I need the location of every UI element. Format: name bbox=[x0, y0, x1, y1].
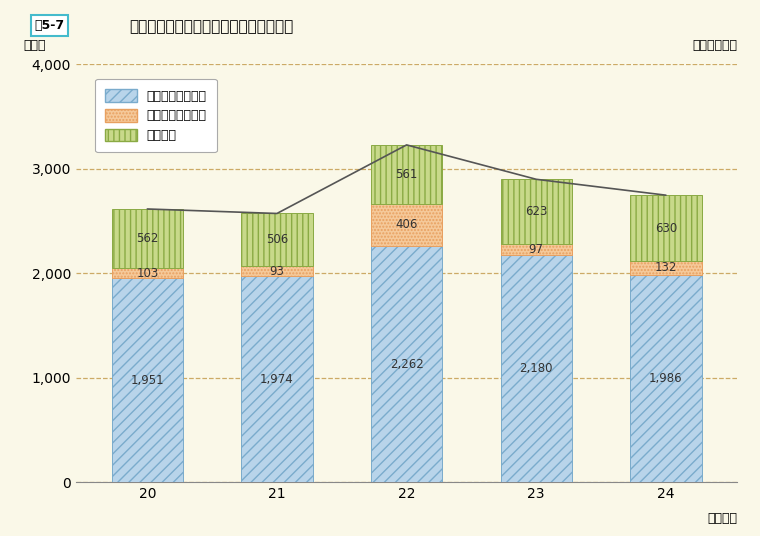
Text: 公務災害及び通勤災害の認定件数の推移: 公務災害及び通勤災害の認定件数の推移 bbox=[129, 19, 293, 34]
Text: 97: 97 bbox=[529, 243, 543, 256]
Text: 図5-7: 図5-7 bbox=[34, 19, 65, 32]
Bar bbox=[242, 266, 312, 276]
Text: 1,974: 1,974 bbox=[260, 373, 294, 386]
Text: 1,951: 1,951 bbox=[131, 374, 164, 387]
Bar bbox=[112, 209, 183, 267]
Bar bbox=[371, 145, 442, 204]
Bar bbox=[501, 255, 572, 482]
Text: 2,262: 2,262 bbox=[390, 358, 423, 371]
Text: 623: 623 bbox=[525, 205, 547, 218]
Text: 506: 506 bbox=[266, 233, 288, 247]
Text: 562: 562 bbox=[136, 232, 159, 245]
Bar bbox=[112, 267, 183, 279]
Text: 2,180: 2,180 bbox=[520, 362, 553, 375]
Bar bbox=[242, 213, 312, 266]
Text: 1,986: 1,986 bbox=[649, 372, 682, 385]
Text: （件）: （件） bbox=[23, 39, 46, 52]
Bar bbox=[112, 279, 183, 482]
Bar bbox=[371, 246, 442, 482]
Text: 132: 132 bbox=[654, 262, 677, 274]
Text: （年度）: （年度） bbox=[708, 512, 737, 525]
Bar bbox=[630, 261, 701, 275]
Text: 103: 103 bbox=[136, 266, 158, 280]
Bar bbox=[242, 276, 312, 482]
Bar bbox=[501, 179, 572, 244]
Text: 630: 630 bbox=[655, 221, 677, 235]
Text: 561: 561 bbox=[395, 168, 418, 181]
Text: 406: 406 bbox=[395, 218, 418, 231]
Bar bbox=[630, 275, 701, 482]
Text: （単位：件）: （単位：件） bbox=[692, 39, 737, 52]
Bar bbox=[501, 244, 572, 255]
Legend: 公務災害（負傘）, 公務災害（疾病）, 通勤災害: 公務災害（負傘）, 公務災害（疾病）, 通勤災害 bbox=[96, 79, 217, 152]
Text: 93: 93 bbox=[270, 265, 284, 278]
Bar bbox=[371, 204, 442, 246]
Bar bbox=[630, 195, 701, 261]
